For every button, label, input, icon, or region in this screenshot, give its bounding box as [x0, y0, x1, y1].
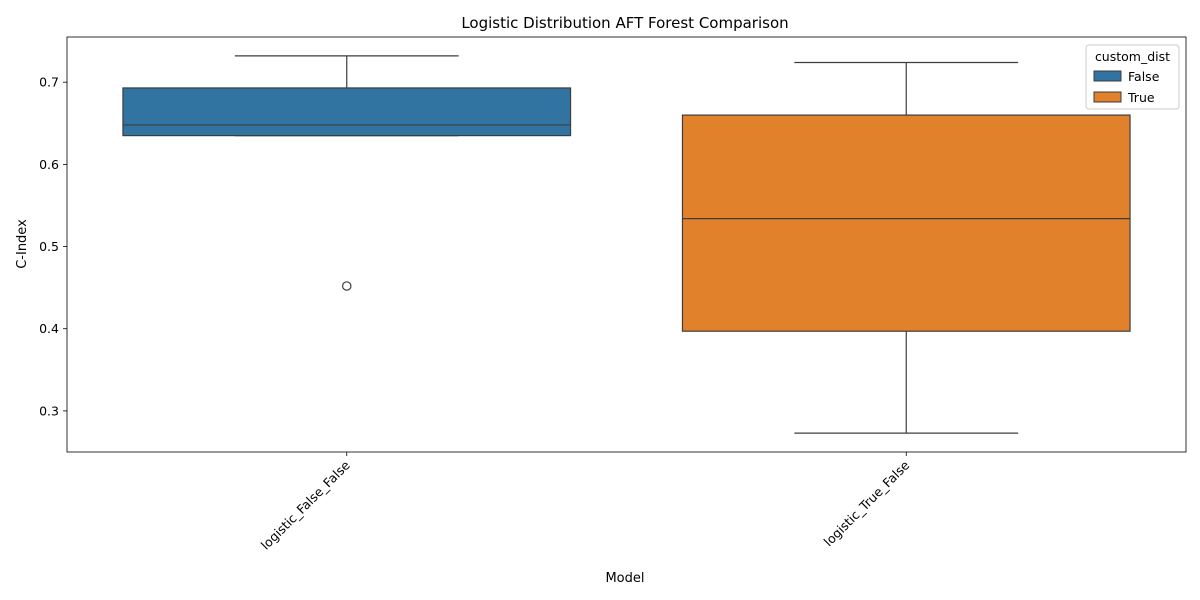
x-tick-label: logistic_True_False [821, 457, 913, 549]
legend-label: False [1128, 69, 1160, 84]
plot-area: 0.3 0.4 0.5 0.6 0.7 logistic_False_False logis… [39, 36, 1187, 553]
x-axis-label: Model [605, 571, 644, 586]
y-tick-label: 0.7 [39, 75, 59, 90]
y-tick-label: 0.5 [39, 239, 59, 254]
y-tick-label: 0.6 [39, 157, 59, 172]
axes-frame [66, 36, 1187, 453]
box [681, 114, 1131, 332]
box-group-false [122, 55, 572, 291]
y-tick-label: 0.3 [39, 403, 59, 418]
y-tick-label: 0.4 [39, 321, 59, 336]
legend-swatch [1093, 91, 1122, 103]
x-tick-label: logistic_False_False [258, 457, 353, 552]
box-group-true [681, 61, 1131, 434]
outlier-point [341, 281, 352, 291]
box [122, 87, 572, 137]
legend-label: True [1127, 90, 1155, 105]
legend-title: custom_dist [1095, 49, 1170, 64]
legend-swatch [1093, 70, 1122, 82]
chart-title: Logistic Distribution AFT Forest Compari… [461, 14, 788, 32]
legend: custom_dist False True [1085, 44, 1180, 110]
y-axis-label: C-Index [15, 219, 30, 269]
